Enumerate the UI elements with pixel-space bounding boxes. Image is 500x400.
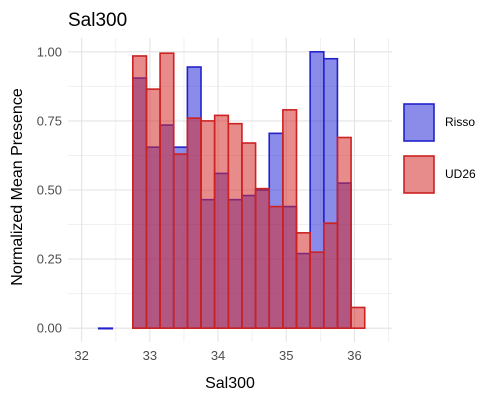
bars — [97, 51, 366, 330]
legend: Risso UD26 — [403, 103, 476, 194]
bar-ud26 — [172, 153, 189, 329]
bar-risso — [97, 327, 114, 330]
y-tick-label: 0.00 — [37, 321, 62, 336]
bar-ud26 — [295, 232, 311, 329]
bar-ud26 — [227, 122, 243, 329]
legend-label-risso: Risso — [445, 115, 475, 129]
bar-ud26 — [350, 306, 366, 329]
bar-ud26 — [282, 109, 298, 329]
y-tick-label: 0.75 — [37, 113, 62, 128]
y-tick-label: 0.50 — [37, 183, 62, 198]
bar-ud26 — [200, 120, 216, 329]
bar-ud26 — [268, 205, 284, 329]
legend-key-ud26 — [403, 155, 435, 194]
x-tick-label: 32 — [74, 348, 88, 363]
x-tick-label: 33 — [143, 348, 157, 363]
bar-ud26 — [322, 222, 339, 329]
y-axis-title: Normalized Mean Presence — [9, 88, 26, 286]
y-tick-label: 1.00 — [37, 44, 62, 59]
chart-title: Sal300 — [68, 10, 127, 31]
y-tick-label: 0.25 — [37, 252, 62, 267]
bar-ud26 — [145, 88, 161, 329]
legend-label-ud26: UD26 — [445, 167, 476, 181]
bar-ud26 — [213, 114, 230, 329]
bar-ud26 — [254, 187, 271, 329]
legend-key-risso — [403, 103, 435, 142]
x-tick-label: 34 — [211, 348, 225, 363]
bar-ud26 — [336, 136, 352, 329]
x-tick-label: 35 — [279, 348, 293, 363]
bar-ud26 — [186, 117, 202, 329]
bar-ud26 — [241, 142, 257, 329]
tick-labels: 32 33 34 35 36 0.00 0.25 0.50 0.75 1.00 — [37, 44, 362, 363]
x-axis-title: Sal300 — [205, 375, 255, 392]
bar-ud26 — [309, 251, 325, 329]
bar-ud26 — [159, 52, 175, 329]
bar-ud26 — [132, 55, 148, 329]
x-tick-label: 36 — [347, 348, 361, 363]
